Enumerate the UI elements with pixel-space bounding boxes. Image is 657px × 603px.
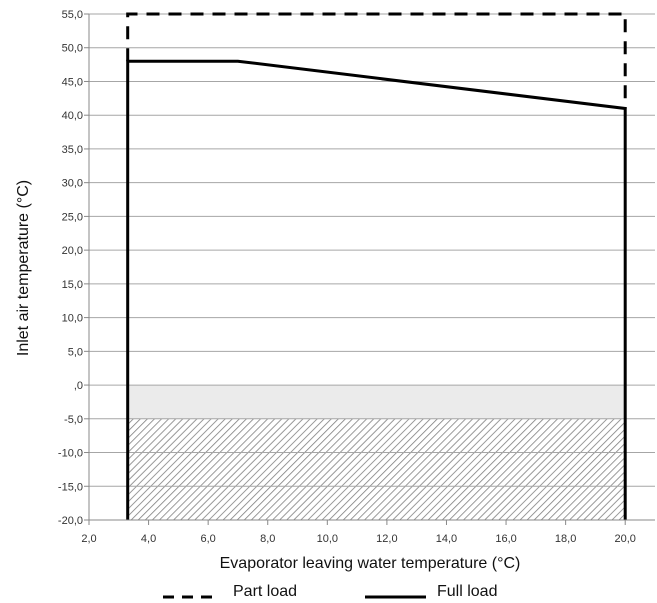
y-tick-label-1: -15,0	[58, 481, 83, 493]
region-hatched	[127, 418, 626, 520]
y-axis-label: Inlet air temperature (°C)	[15, 180, 32, 356]
legend-label-part-load: Part load	[233, 583, 297, 600]
x-tick-label-8: 18,0	[555, 533, 576, 545]
series-line-part-load	[126, 12, 627, 109]
x-tick-label-0: 2,0	[81, 533, 96, 545]
y-tick-label-11: 35,0	[62, 144, 83, 156]
y-tick-label-13: 45,0	[62, 76, 83, 88]
y-tick-label-10: 30,0	[62, 178, 83, 190]
y-tick-label-4: ,0	[74, 380, 83, 392]
x-tick-label-5: 12,0	[376, 533, 397, 545]
x-tick-label-1: 4,0	[141, 533, 156, 545]
y-tick-label-9: 25,0	[62, 211, 83, 223]
y-tick-label-14: 50,0	[62, 43, 83, 55]
legend-label-full-load: Full load	[437, 583, 497, 600]
y-tick-label-12: 40,0	[62, 110, 83, 122]
x-axis-label: Evaporator leaving water temperature (°C…	[220, 555, 521, 572]
y-tick-label-5: 5,0	[68, 346, 83, 358]
x-tick-label-7: 16,0	[495, 533, 516, 545]
y-tick-label-2: -10,0	[58, 448, 83, 460]
x-tick-label-4: 10,0	[317, 533, 338, 545]
y-tick-label-15: 55,0	[62, 9, 83, 21]
x-tick-label-9: 20,0	[614, 533, 635, 545]
x-tick-label-3: 8,0	[260, 533, 275, 545]
x-tick-label-6: 14,0	[436, 533, 457, 545]
y-tick-label-3: -5,0	[64, 414, 83, 426]
y-tick-label-7: 15,0	[62, 279, 83, 291]
y-tick-label-8: 20,0	[62, 245, 83, 257]
x-tick-label-2: 6,0	[201, 533, 216, 545]
region-light-shaded	[127, 385, 626, 419]
y-tick-label-6: 10,0	[62, 313, 83, 325]
legend: Part load Full load	[163, 583, 497, 600]
y-tick-label-0: -20,0	[58, 515, 83, 527]
series-line-full-load	[126, 59, 627, 520]
